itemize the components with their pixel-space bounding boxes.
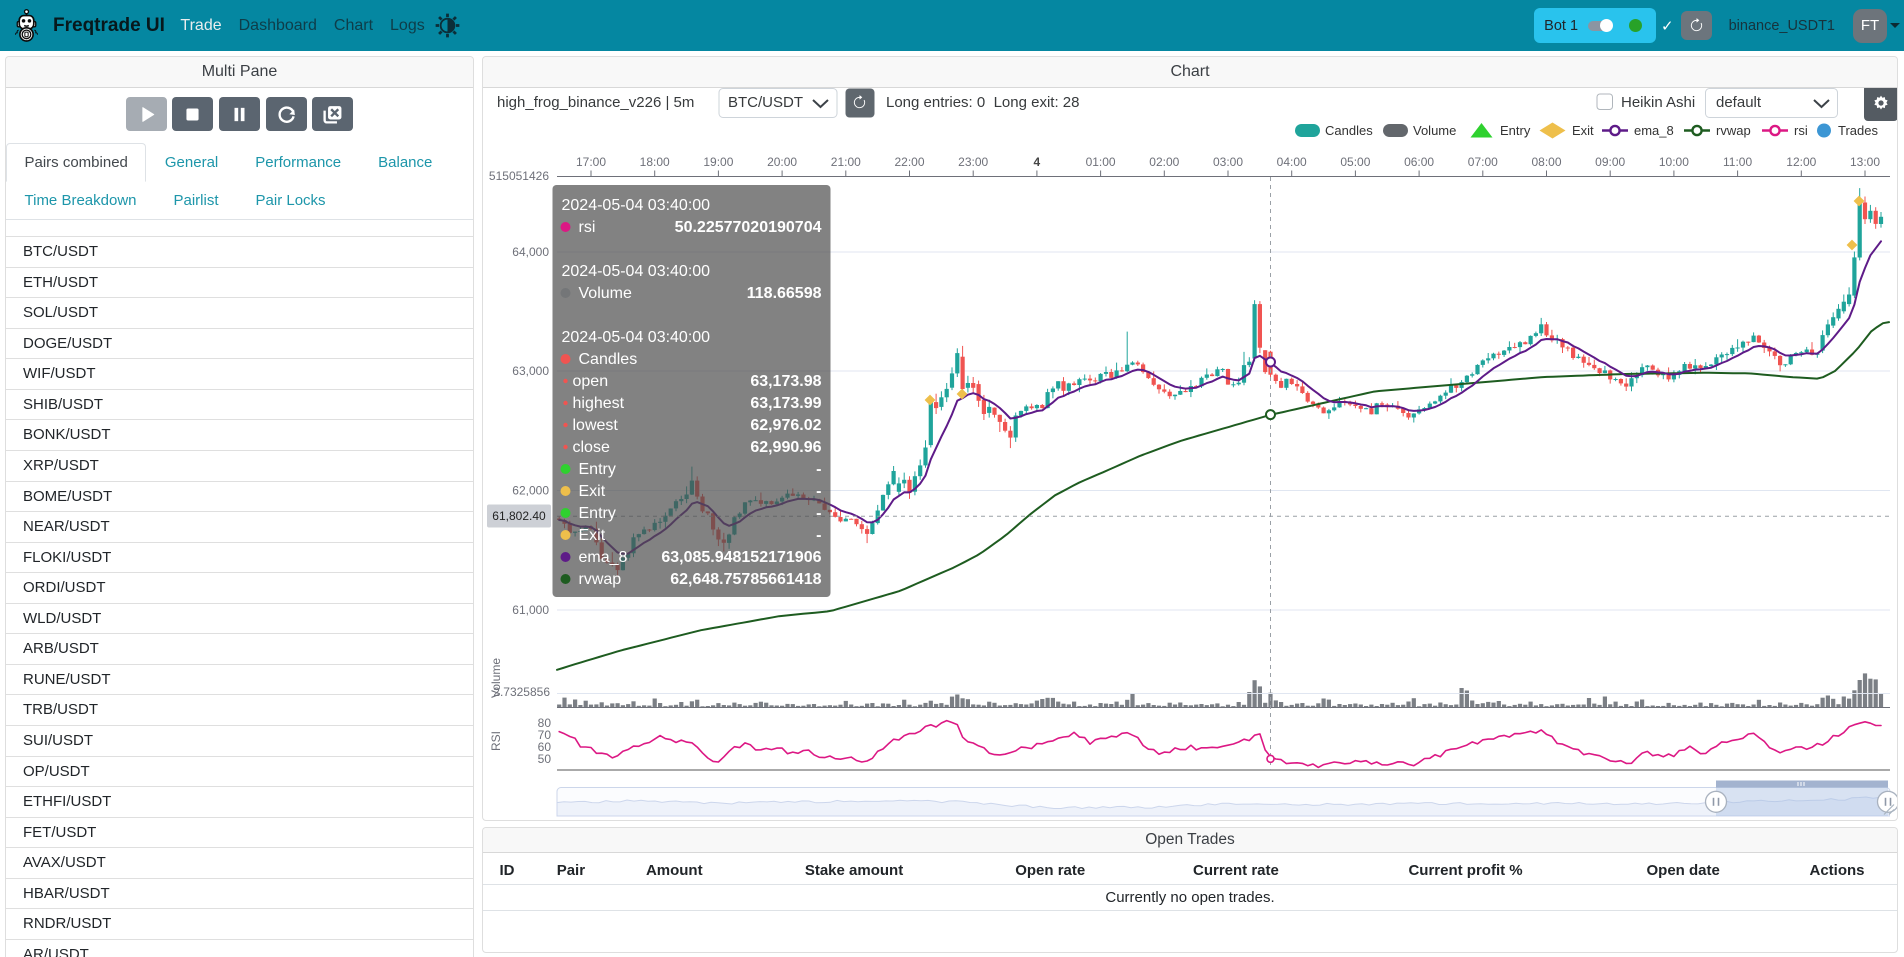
- svg-text:61,802.40: 61,802.40: [492, 509, 546, 523]
- svg-text:50: 50: [538, 752, 552, 766]
- svg-text:Trades: Trades: [1838, 123, 1878, 138]
- svg-text:-: -: [816, 461, 821, 478]
- svg-text:Heikin Ashi: Heikin Ashi: [1621, 94, 1695, 111]
- svg-text:Long entries: 0 Long exit: 28: Long entries: 0 Long exit: 28: [886, 94, 1079, 111]
- svg-text:21:00: 21:00: [831, 155, 861, 169]
- svg-text:Volume: Volume: [579, 285, 632, 302]
- svg-text:lowest: lowest: [573, 417, 619, 434]
- svg-text:19:00: 19:00: [703, 155, 733, 169]
- svg-text:62,990.96: 62,990.96: [750, 439, 821, 456]
- svg-text:highest: highest: [573, 395, 625, 412]
- svg-text:rvwap: rvwap: [1716, 123, 1751, 138]
- svg-text:63,085.948152171906: 63,085.948152171906: [661, 549, 821, 566]
- svg-text:80: 80: [538, 716, 552, 730]
- svg-text:open: open: [573, 373, 609, 390]
- svg-text:Exit: Exit: [1572, 123, 1594, 138]
- svg-text:515051426: 515051426: [489, 169, 549, 183]
- svg-text:RSI: RSI: [489, 731, 503, 751]
- svg-text:rsi: rsi: [579, 219, 596, 236]
- svg-text:12:00: 12:00: [1786, 155, 1816, 169]
- svg-text:20:00: 20:00: [767, 155, 797, 169]
- svg-text:2024-05-04 03:40:00: 2024-05-04 03:40:00: [562, 197, 711, 214]
- svg-text:62,648.75785661418: 62,648.75785661418: [670, 571, 821, 588]
- svg-text:18:00: 18:00: [640, 155, 670, 169]
- svg-text:61,000: 61,000: [512, 603, 549, 617]
- svg-text:rvwap: rvwap: [579, 571, 622, 588]
- svg-text:22:00: 22:00: [894, 155, 924, 169]
- svg-text:BTC/USDT: BTC/USDT: [728, 94, 803, 111]
- svg-text:23:00: 23:00: [958, 155, 988, 169]
- svg-text:2.7325856: 2.7325856: [493, 685, 550, 699]
- svg-text:Volume: Volume: [489, 658, 503, 698]
- svg-text:-: -: [816, 483, 821, 500]
- svg-text:06:00: 06:00: [1404, 155, 1434, 169]
- svg-text:2024-05-04 03:40:00: 2024-05-04 03:40:00: [562, 329, 711, 346]
- svg-text:ema_8: ema_8: [1634, 123, 1674, 138]
- svg-text:-: -: [816, 527, 821, 544]
- svg-text:60: 60: [538, 740, 552, 754]
- svg-text:13:00: 13:00: [1850, 155, 1880, 169]
- svg-text:Exit: Exit: [579, 483, 606, 500]
- svg-text:Entry: Entry: [1500, 123, 1531, 138]
- svg-text:118.66598: 118.66598: [747, 285, 822, 302]
- svg-text:62,976.02: 62,976.02: [750, 417, 821, 434]
- svg-text:Candles: Candles: [579, 351, 638, 368]
- svg-text:default: default: [1716, 94, 1762, 111]
- svg-text:17:00: 17:00: [576, 155, 606, 169]
- svg-text:rsi: rsi: [1794, 123, 1808, 138]
- svg-text:70: 70: [538, 728, 552, 742]
- svg-text:11:00: 11:00: [1723, 155, 1752, 169]
- svg-text:64,000: 64,000: [512, 245, 549, 259]
- svg-text:07:00: 07:00: [1468, 155, 1498, 169]
- svg-text:Entry: Entry: [579, 461, 616, 478]
- svg-text:63,173.99: 63,173.99: [750, 395, 821, 412]
- svg-text:Exit: Exit: [579, 527, 606, 544]
- svg-text:63,000: 63,000: [512, 364, 549, 378]
- svg-text:Entry: Entry: [579, 505, 616, 522]
- svg-text:ema_8: ema_8: [579, 549, 628, 566]
- svg-text:02:00: 02:00: [1149, 155, 1179, 169]
- svg-text:05:00: 05:00: [1340, 155, 1370, 169]
- svg-text:10:00: 10:00: [1659, 155, 1689, 169]
- svg-text:01:00: 01:00: [1086, 155, 1116, 169]
- svg-text:50.22577020190704: 50.22577020190704: [675, 219, 822, 236]
- svg-text:2024-05-04 03:40:00: 2024-05-04 03:40:00: [562, 263, 711, 280]
- svg-text:08:00: 08:00: [1531, 155, 1561, 169]
- svg-text:Volume: Volume: [1413, 123, 1456, 138]
- svg-text:high_frog_binance_v226 | 5m: high_frog_binance_v226 | 5m: [497, 94, 694, 111]
- svg-text:03:00: 03:00: [1213, 155, 1243, 169]
- svg-text:Candles: Candles: [1325, 123, 1373, 138]
- svg-text:close: close: [573, 439, 610, 456]
- svg-text:09:00: 09:00: [1595, 155, 1625, 169]
- svg-text:62,000: 62,000: [512, 484, 549, 498]
- svg-text:63,173.98: 63,173.98: [750, 373, 821, 390]
- svg-text:-: -: [816, 505, 821, 522]
- svg-text:04:00: 04:00: [1277, 155, 1307, 169]
- svg-text:4: 4: [1034, 155, 1041, 169]
